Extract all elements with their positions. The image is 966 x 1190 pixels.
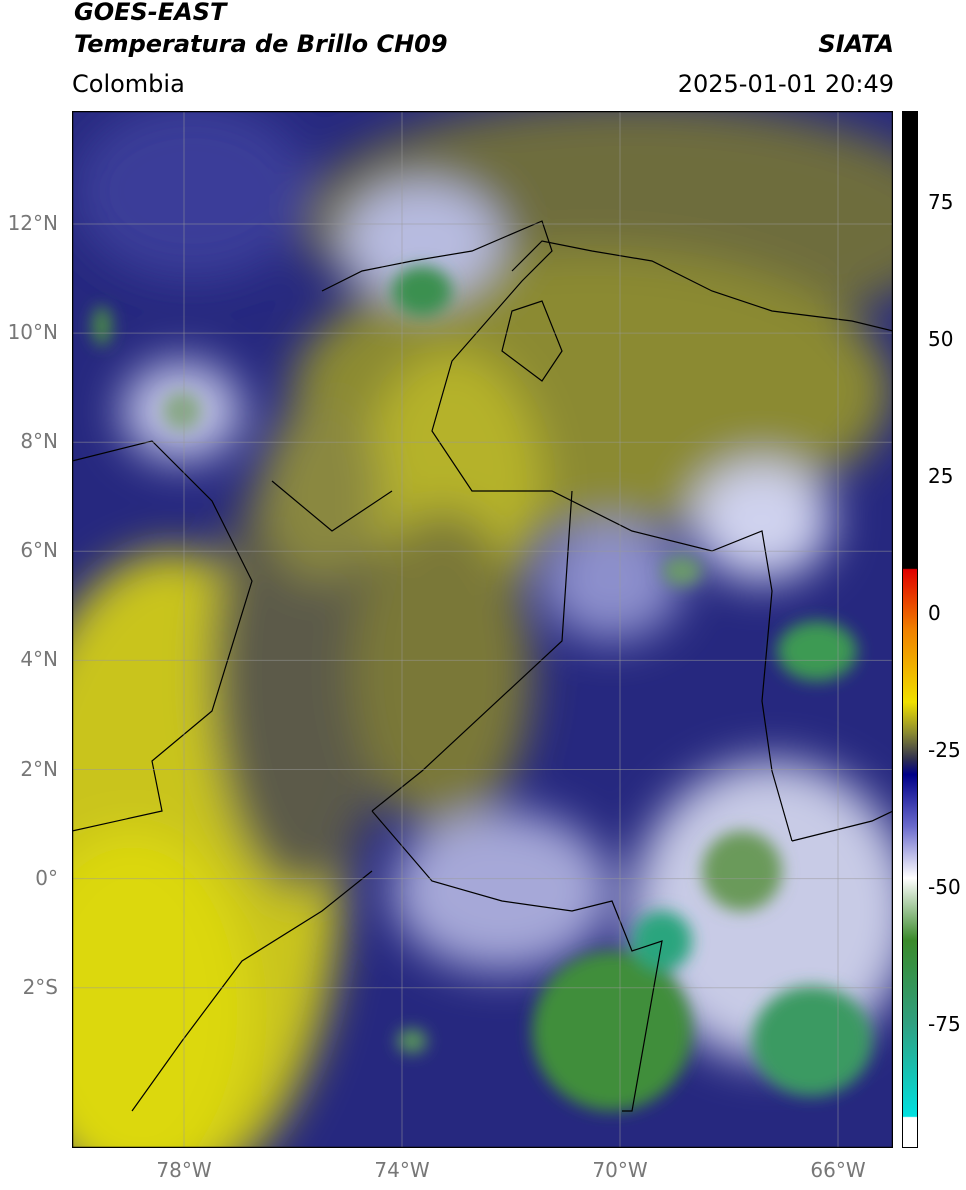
source: SIATA	[818, 30, 894, 58]
colorbar-tick-label: -75	[928, 1012, 961, 1036]
lon-tick-label: 74°W	[374, 1158, 430, 1182]
colorbar-tick-label: 25	[928, 464, 954, 488]
region: Colombia	[72, 70, 185, 98]
cold-cloud-tops	[92, 266, 872, 1111]
lon-tick-label: 78°W	[156, 1158, 212, 1182]
map-frame	[72, 111, 893, 1148]
colorbar	[902, 111, 918, 1148]
title: GOES-EAST	[74, 0, 227, 26]
datetime: 2025-01-01 20:49	[677, 70, 894, 98]
lon-tick-label: 66°W	[810, 1158, 866, 1182]
colorbar-tick-label: 50	[928, 327, 954, 351]
graticule	[72, 111, 893, 1148]
colorbar-scale	[902, 111, 918, 1148]
lat-tick-label: 0°	[35, 865, 58, 890]
map	[72, 111, 893, 1148]
borders	[72, 220, 893, 1112]
colorbar-tick-label: 75	[928, 190, 954, 214]
colorbar-tick-label: -50	[928, 875, 961, 899]
imagery	[72, 111, 893, 1148]
lat-tick-label: 2°S	[22, 974, 58, 999]
subtitle: Temperatura de Brillo CH09	[74, 30, 448, 58]
colorbar-tick-label: -25	[928, 738, 961, 762]
lat-tick-label: 6°N	[20, 538, 58, 563]
lat-tick-label: 8°N	[20, 429, 58, 454]
lon-tick-label: 70°W	[592, 1158, 648, 1182]
lat-tick-label: 10°N	[7, 320, 58, 345]
lat-tick-label: 2°N	[20, 756, 58, 781]
lat-tick-label: 12°N	[7, 211, 58, 235]
lat-tick-label: 4°N	[20, 647, 58, 672]
colorbar-tick-label: 0	[928, 601, 941, 625]
